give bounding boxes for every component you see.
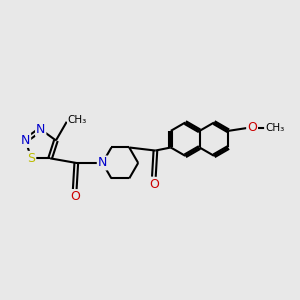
Text: O: O bbox=[247, 121, 257, 134]
Text: CH₃: CH₃ bbox=[68, 115, 87, 125]
Text: S: S bbox=[27, 152, 35, 165]
Text: N: N bbox=[36, 123, 45, 136]
Text: CH₃: CH₃ bbox=[265, 123, 284, 133]
Text: O: O bbox=[149, 178, 159, 191]
Text: N: N bbox=[21, 134, 30, 147]
Text: O: O bbox=[70, 190, 80, 203]
Text: N: N bbox=[98, 157, 107, 169]
